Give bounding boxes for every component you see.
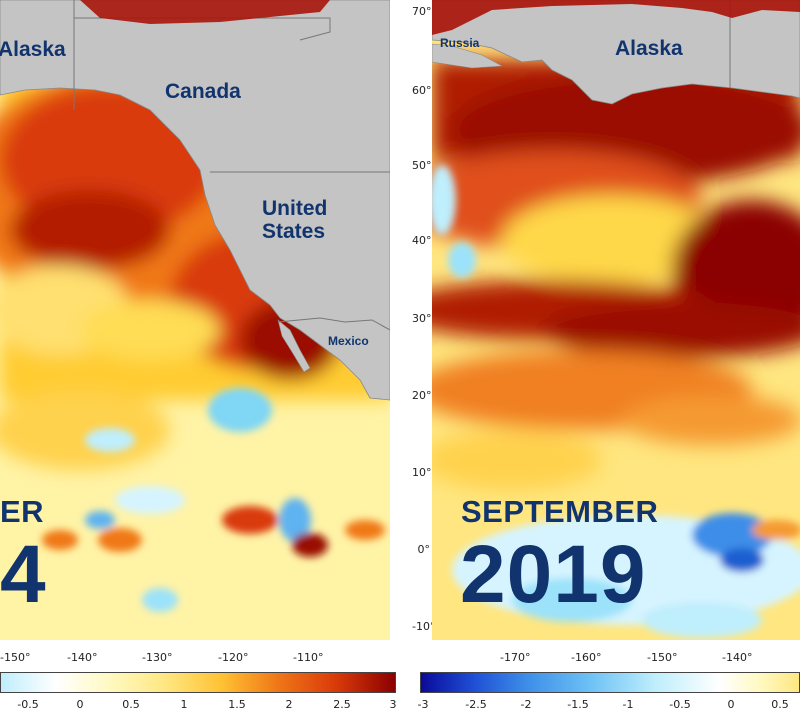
colorbar-right-tick: -2 [520, 698, 532, 711]
colorbar-left-tick: 3 [389, 698, 397, 711]
right-y-tick: 0° [417, 543, 431, 556]
right-y-tick: 20° [412, 389, 432, 402]
right-x-tick: -140° [722, 651, 753, 664]
colorbar-left-tick: 1.5 [228, 698, 246, 711]
right-x-tick: -160° [571, 651, 602, 664]
label-canada: Canada [165, 80, 241, 103]
right-y-tick: -10° [412, 620, 436, 633]
right-anomaly-map [432, 0, 800, 640]
right-y-tick: 10° [412, 466, 432, 479]
left-month-label: ER [0, 494, 45, 529]
colorbar-left [0, 672, 396, 693]
label-alaska-left: Alaska [0, 38, 66, 61]
colorbar-right [420, 672, 800, 693]
right-y-tick: 70° [412, 5, 432, 18]
label-states: States [262, 220, 326, 243]
panel-separator [390, 0, 432, 717]
colorbar-left-tick: -0.5 [17, 698, 39, 711]
left-anomaly-map [0, 0, 390, 640]
colorbar-left-tick: 1 [180, 698, 188, 711]
colorbar-right-tick: -0.5 [669, 698, 691, 711]
colorbar-left-tick: 2.5 [333, 698, 351, 711]
label-mexico: Mexico [328, 334, 369, 348]
label-alaska-right: Alaska [615, 37, 683, 60]
colorbar-left-tick: 0.5 [122, 698, 140, 711]
colorbar-left-tick: 0 [76, 698, 84, 711]
left-x-tick: -140° [67, 651, 98, 664]
colorbar-right-tick: -2.5 [465, 698, 487, 711]
colorbar-left-tick: 2 [285, 698, 293, 711]
colorbar-right-tick: 0.5 [771, 698, 789, 711]
colorbar-right-tick: 0 [727, 698, 735, 711]
right-y-tick: 40° [412, 234, 432, 247]
left-year-label: 4 [0, 529, 47, 620]
colorbar-right-tick: -1 [622, 698, 634, 711]
left-x-tick: -120° [218, 651, 249, 664]
right-x-tick: -150° [647, 651, 678, 664]
colorbar-right-tick: -3 [417, 698, 429, 711]
colorbar-right-tick: -1.5 [567, 698, 589, 711]
left-x-tick: -150° [0, 651, 31, 664]
left-x-tick: -130° [142, 651, 173, 664]
right-y-tick: 30° [412, 312, 432, 325]
right-y-tick: 50° [412, 159, 432, 172]
label-united: United [262, 197, 328, 220]
label-russia: Russia [440, 36, 480, 50]
right-map-panel: Russia Alaska SEPTEMBER 2019 [432, 0, 800, 640]
right-month-label: SEPTEMBER [461, 494, 659, 529]
right-x-tick: -170° [500, 651, 531, 664]
left-map-panel: Alaska Canada United States Mexico ER 4 [0, 0, 390, 640]
right-y-tick: 60° [412, 84, 432, 97]
right-year-label: 2019 [460, 529, 647, 620]
left-x-tick: -110° [293, 651, 324, 664]
